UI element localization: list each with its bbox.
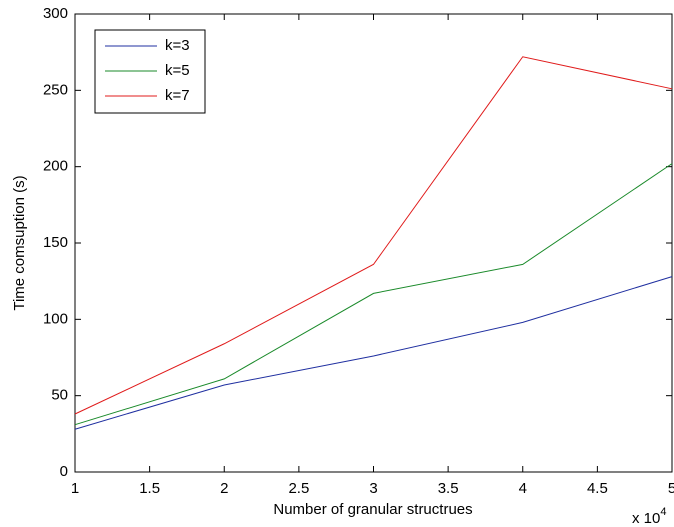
x-tick-label: 3.5 (438, 480, 459, 497)
y-tick-label: 200 (43, 158, 68, 175)
legend-label: k=5 (165, 62, 190, 79)
x-axis-label: Number of granular structrues (273, 501, 472, 518)
data-line (74, 276, 673, 430)
x-tick-label: 1.5 (139, 480, 160, 497)
x-multiplier-exponent: 4 (660, 506, 666, 518)
y-tick-label: 0 (60, 463, 68, 480)
x-tick-label: 3 (369, 480, 377, 497)
x-multiplier-base: x 10 (632, 510, 660, 527)
x-tick-label: 4 (519, 480, 527, 497)
y-tick-label: 50 (51, 387, 68, 404)
legend-label: k=3 (165, 37, 190, 54)
y-tick-label: 100 (43, 310, 68, 327)
y-axis-label: Time comsuption (s) (11, 175, 28, 310)
y-tick-label: 300 (43, 5, 68, 22)
x-tick-label: 2 (220, 480, 228, 497)
x-tick-label: 2.5 (288, 480, 309, 497)
y-tick-label: 150 (43, 234, 68, 251)
x-tick-label: 1 (71, 480, 79, 497)
x-tick-label: 4.5 (587, 480, 608, 497)
y-tick-label: 250 (43, 81, 68, 98)
x-multiplier: x 104 (632, 506, 666, 527)
legend-label: k=7 (165, 87, 190, 104)
x-tick-label: 5 (668, 480, 674, 497)
data-line (74, 163, 673, 426)
data-line (74, 56, 673, 415)
